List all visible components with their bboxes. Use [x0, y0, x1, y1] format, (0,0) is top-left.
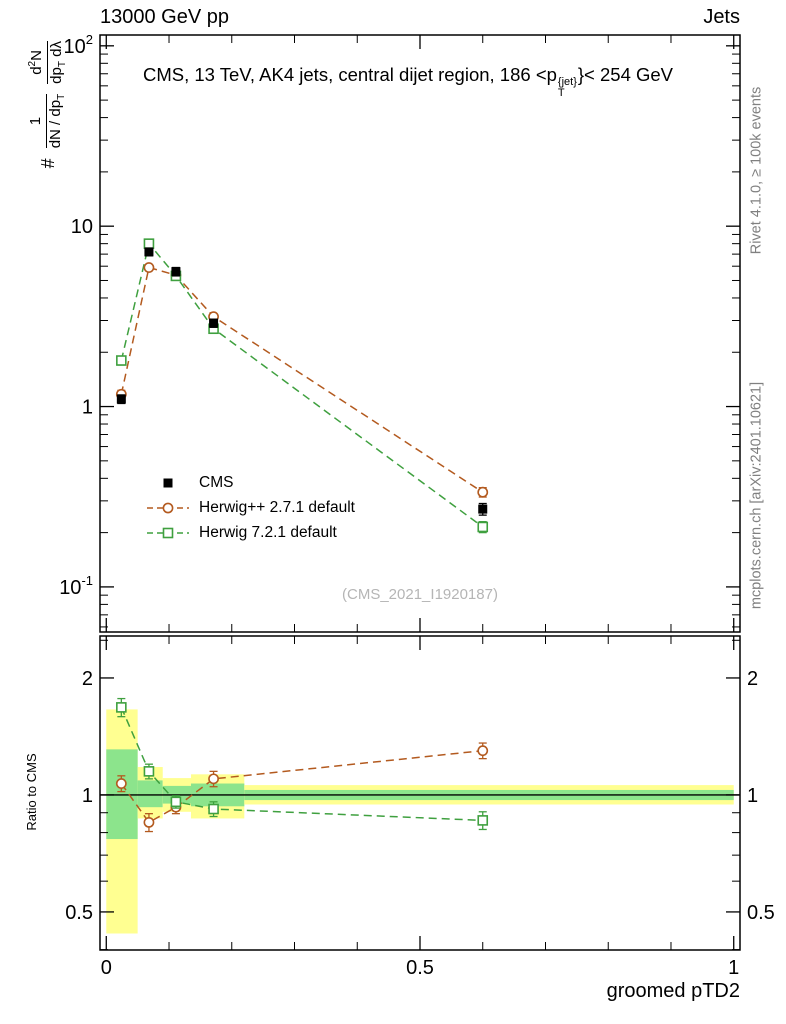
marker-square-open	[477, 521, 489, 533]
marker-square-filled	[209, 318, 219, 328]
mcplots-arxiv-note: mcplots.cern.ch [arXiv:2401.10621]	[748, 381, 765, 610]
y-axis-tick-label: 10-1	[59, 573, 93, 599]
marker-circle-open	[477, 486, 489, 498]
cms-marker-icon	[163, 478, 173, 488]
marker-square-open	[477, 815, 489, 826]
y-label-frac2-numerator: d2N	[26, 41, 48, 84]
marker-square-filled	[116, 394, 126, 404]
marker-square-open	[116, 355, 127, 366]
pt-jet-subscript: T	[557, 87, 565, 99]
marker-circle-open	[477, 745, 489, 757]
ratio-y-tick-label-right: 0.5	[747, 902, 775, 924]
beam-energy-label: 13000 GeV pp	[100, 6, 229, 28]
plot-title: CMS, 13 TeV, AK4 jets, central dijet reg…	[58, 64, 758, 99]
herwig7-marker-icon	[147, 527, 189, 539]
ratio-y-tick-label-left: 0.5	[65, 902, 93, 924]
series-cms	[116, 247, 488, 516]
legend-item-herwig7: Herwig 7.2.1 default	[145, 522, 355, 544]
marker-circle-open	[162, 502, 174, 514]
y-label-frac1-denominator: dN / dpT	[47, 93, 68, 149]
marker-square-open	[208, 803, 219, 815]
pt-jet-symbol: {jet} T	[558, 77, 577, 99]
legend-label-herwigpp: Herwig++ 2.7.1 default	[199, 499, 355, 516]
marker-square-open	[170, 796, 182, 808]
marker-square-filled	[144, 247, 154, 257]
analysis-group-label: Jets	[703, 6, 740, 28]
analysis-id-watermark: (CMS_2021_I1920187)	[342, 586, 498, 603]
x-axis-label: groomed pTD2	[606, 980, 740, 1002]
legend-label-herwig7: Herwig 7.2.1 default	[199, 524, 337, 541]
ratio-y-axis-label: Ratio to CMS	[24, 753, 39, 831]
y-label-frac1-numerator: 1	[27, 93, 48, 149]
main-panel: 102 10 1 10-1	[59, 32, 741, 633]
marker-circle-open	[115, 778, 127, 789]
rivet-version-note: Rivet 4.1.0, ≥ 100k events	[748, 86, 765, 255]
plot-title-part2: }< 254 GeV	[577, 64, 674, 85]
y-axis-tick-label: 10	[71, 216, 93, 238]
x-axis-tick-label: 1	[728, 957, 739, 979]
y-label-hash: #	[37, 158, 58, 169]
herwigpp-marker-icon	[147, 502, 189, 514]
ratio-panel: 2 2 1 1 0.5 0.5 0 0.5 1	[65, 635, 775, 979]
main-y-axis-label: # 1 dN / dpT d2N dpT dλ	[16, 35, 80, 435]
legend-label-cms: CMS	[199, 474, 234, 491]
y-label-fraction-2: d2N dpT dλ	[26, 41, 69, 84]
marker-square-open	[116, 702, 127, 713]
marker-square-filled	[171, 267, 181, 277]
mc-dashed-line	[120, 266, 484, 493]
y-axis-tick-label: 1	[82, 397, 93, 419]
marker-square-open	[162, 527, 174, 539]
legend-item-herwigpp: Herwig++ 2.7.1 default	[145, 497, 355, 519]
marker-square-open	[143, 766, 155, 777]
marker-square-filled	[163, 478, 173, 488]
plot-title-part1: CMS, 13 TeV, AK4 jets, central dijet reg…	[142, 64, 557, 85]
marker-square-filled	[478, 504, 488, 514]
ratio-y-tick-label-right: 1	[747, 785, 758, 807]
y-label-fraction-1: 1 dN / dpT	[27, 93, 68, 149]
x-axis-tick-label: 0	[101, 957, 112, 979]
ratio-y-tick-label-left: 2	[82, 668, 93, 690]
series-herwigpp	[115, 262, 489, 498]
y-axis-tick-label: 102	[64, 32, 93, 58]
y-label-frac2-denominator: dpT dλ	[47, 41, 68, 84]
ratio-y-tick-label-left: 1	[82, 785, 93, 807]
marker-circle-open	[208, 773, 219, 785]
uncertainty-band-green	[106, 749, 138, 840]
marker-circle-open	[143, 262, 155, 273]
legend: CMS Herwig++ 2.7.1 default Herwig 7.2.1 …	[145, 472, 355, 544]
pt-jet-superscript: {jet}	[557, 76, 577, 88]
x-axis-tick-label: 0.5	[406, 957, 434, 979]
uncertainty-band-green	[137, 780, 163, 808]
ratio-series-herwig7	[116, 697, 489, 831]
ratio-y-tick-label-right: 2	[747, 668, 758, 690]
legend-item-cms: CMS	[145, 472, 355, 494]
marker-circle-open	[143, 816, 155, 828]
marker-square-open	[143, 238, 155, 249]
